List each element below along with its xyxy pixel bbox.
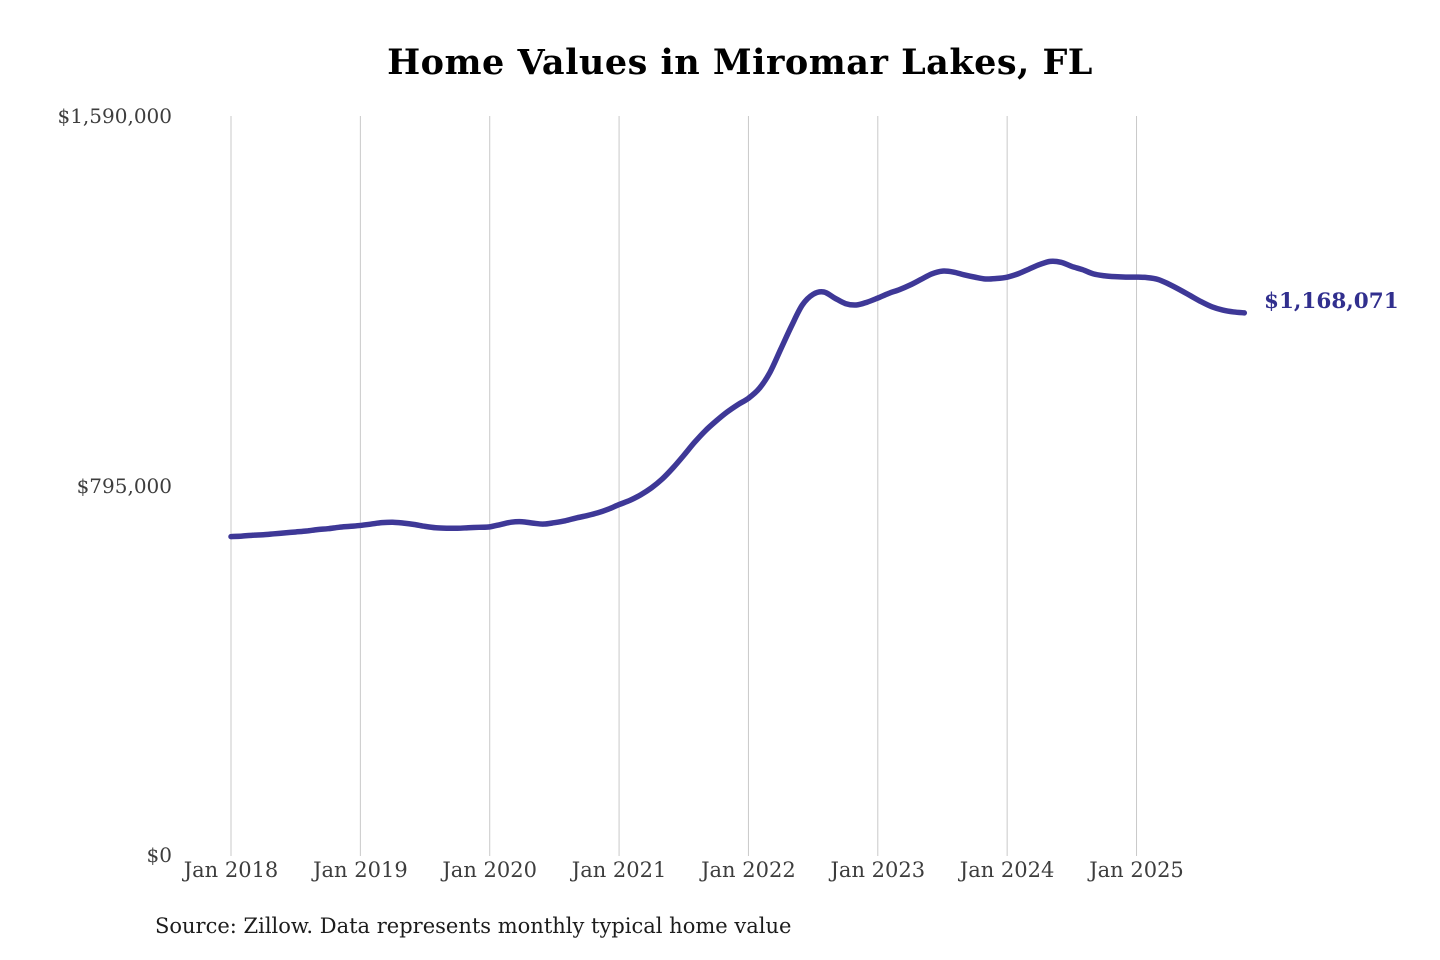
year-gridlines bbox=[230, 116, 1138, 856]
y-axis-tick-label-mid: $795,000 bbox=[76, 474, 172, 498]
x-axis-tick-label-2022: Jan 2022 bbox=[701, 858, 796, 882]
chart-title: Home Values in Miromar Lakes, FL bbox=[387, 42, 1093, 83]
x-axis-tick-label-2018: Jan 2018 bbox=[183, 858, 279, 882]
x-axis-tick-label-2024: Jan 2024 bbox=[959, 858, 1055, 882]
x-axis-tick-label-2021: Jan 2021 bbox=[571, 858, 667, 882]
x-axis-tick-label-2019: Jan 2019 bbox=[313, 858, 408, 882]
x-axis-tick-label-2023: Jan 2023 bbox=[830, 858, 926, 882]
x-axis-tick-label-2020: Jan 2020 bbox=[442, 858, 537, 882]
source-note: Source: Zillow. Data represents monthly … bbox=[155, 914, 792, 938]
x-axis-tick-label-2025: Jan 2025 bbox=[1089, 858, 1184, 882]
latest-value-label: $1,168,071 bbox=[1264, 289, 1399, 314]
y-axis-tick-label-max: $1,590,000 bbox=[57, 104, 172, 128]
y-axis-tick-label-zero: $0 bbox=[146, 843, 172, 867]
home-value-line-series bbox=[228, 258, 1248, 540]
